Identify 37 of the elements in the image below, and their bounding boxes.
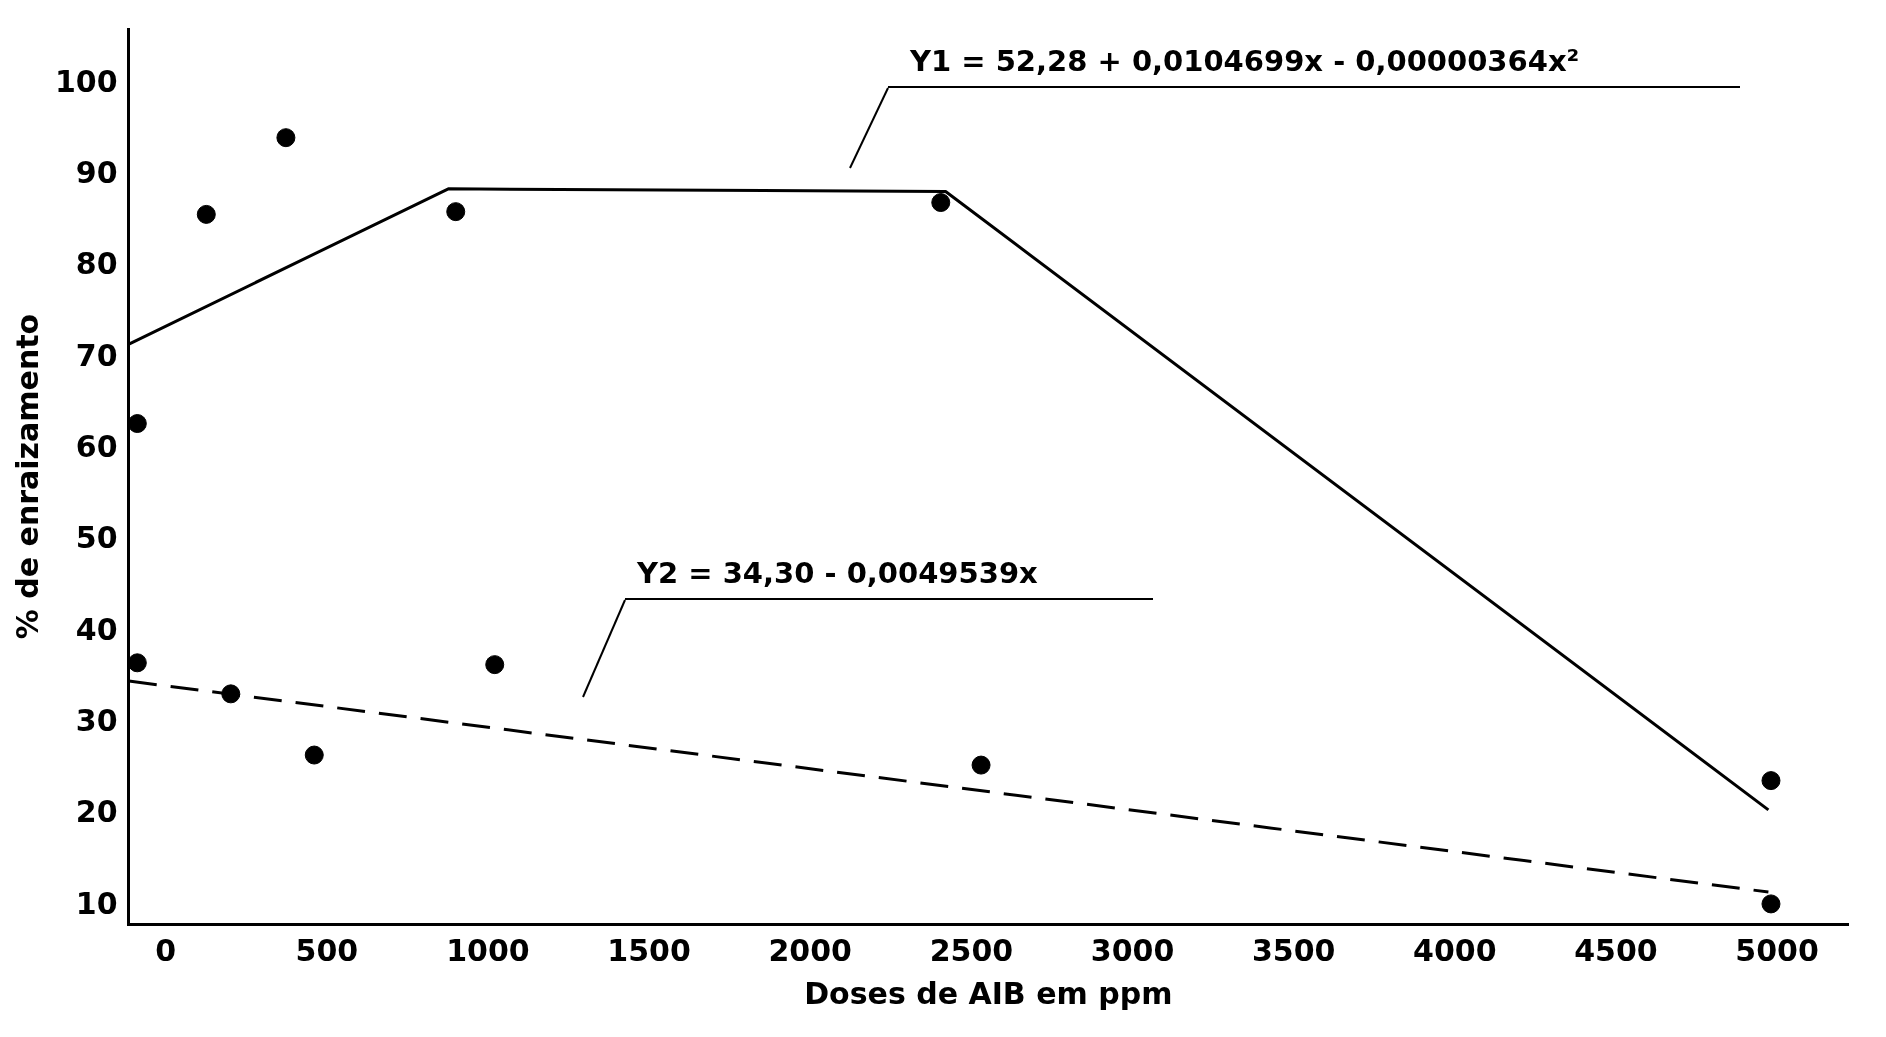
point bbox=[1761, 894, 1781, 914]
y-tick-label: 10 bbox=[75, 885, 118, 921]
point bbox=[931, 193, 951, 213]
point bbox=[971, 755, 991, 775]
y-axis-title: % de enraizamento bbox=[9, 313, 45, 640]
x-tick-label: 500 bbox=[295, 932, 359, 968]
x-tick-label: 0 bbox=[155, 932, 177, 968]
x-tick-label: 1500 bbox=[607, 932, 691, 968]
y-tick-label: 70 bbox=[75, 337, 118, 373]
y-tick-label: 60 bbox=[75, 428, 118, 464]
y-tick-label: 30 bbox=[75, 702, 118, 738]
x-tick-label: 4000 bbox=[1413, 932, 1497, 968]
annotation: Y2 = 34,30 - 0,0049539x bbox=[625, 556, 1153, 600]
x-tick-label: 2000 bbox=[768, 932, 852, 968]
point bbox=[304, 745, 324, 765]
point bbox=[276, 128, 296, 148]
point bbox=[446, 202, 466, 222]
point bbox=[196, 204, 216, 224]
y-tick-label: 20 bbox=[75, 794, 118, 830]
y-tick-label: 100 bbox=[55, 63, 118, 99]
x-tick-label: 5000 bbox=[1735, 932, 1819, 968]
annotation: Y1 = 52,28 + 0,0104699x - 0,00000364x² bbox=[888, 44, 1740, 88]
x-tick-label: 4500 bbox=[1574, 932, 1658, 968]
y-tick-label: 80 bbox=[75, 246, 118, 282]
x-tick-label: 3000 bbox=[1090, 932, 1175, 968]
y-tick-label: 90 bbox=[75, 154, 118, 190]
point bbox=[128, 414, 147, 434]
x-tick-label: 1000 bbox=[446, 932, 530, 968]
point bbox=[485, 655, 505, 675]
x-tick-label: 2500 bbox=[929, 932, 1014, 968]
point bbox=[128, 653, 147, 673]
x-tick-label: 3500 bbox=[1251, 932, 1336, 968]
point bbox=[221, 684, 241, 704]
x-axis-title: Doses de AIB em ppm bbox=[804, 975, 1173, 1011]
point bbox=[1761, 771, 1781, 791]
y-tick-label: 50 bbox=[75, 520, 118, 556]
y-tick-label: 40 bbox=[75, 611, 118, 647]
